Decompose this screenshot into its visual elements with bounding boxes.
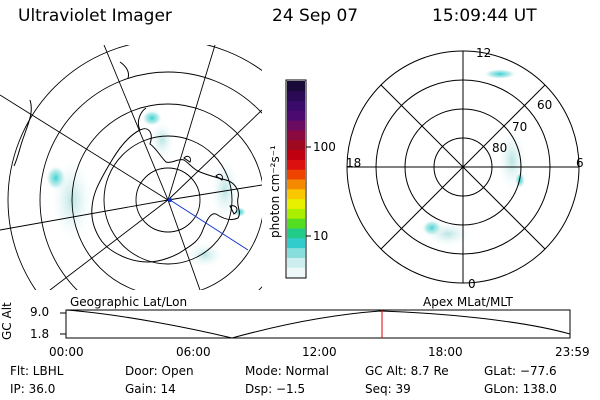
colorbar-segment [287,188,305,200]
info-dsp: Dsp: −1.5 [245,382,306,396]
info-seq: Seq: 39 [365,382,411,396]
mlat-label-60: 60 [537,98,553,112]
colorbar-segment [287,179,305,190]
mlt-label-top: 12 [476,46,492,60]
mlt-label-left: 18 [346,156,362,170]
colorbar-segment [287,159,305,170]
colorbar-frame [285,79,307,279]
colorbar-segment [287,228,305,239]
date-label: 24 Sep 07 [272,6,359,26]
info-gain: Gain: 14 [125,382,176,396]
xtick-0000: 00:00 [49,345,84,359]
colorbar-segment [287,149,305,160]
colorbar-segment [287,90,305,102]
xtick-2359: 23:59 [555,345,590,359]
emission-blob [484,69,516,79]
colorbar-segment [287,237,305,249]
colorbar-segment [287,139,305,151]
subsatellite-point [168,198,172,202]
mlt-spokes [347,51,579,283]
peninsula-coastline [137,107,147,131]
emission-blob [150,122,174,158]
colorbar-tick-100: 100 [313,140,336,154]
mlt-label-right: 6 [576,156,584,170]
colorbar-unit-label: photon cm⁻²s⁻¹ [268,145,282,238]
colorbar-segment [287,267,305,278]
longitude-grid [0,45,262,290]
antarctica-coastline [91,128,240,263]
mlat-label-80: 80 [492,141,508,155]
colorbar-segment [287,247,305,258]
colorbar-segment [287,81,305,92]
mlat-label-70: 70 [512,120,528,134]
info-glon: GLon: 138.0 [484,382,557,396]
emission-blob [187,243,223,267]
altitude-plot [60,309,571,339]
colorbar [285,79,311,279]
colorbar-segment [287,130,305,141]
geographic-caption: Geographic Lat/Lon [70,295,188,309]
info-gcalt: GC Alt: 8.7 Re [365,364,449,378]
colorbar-segment [287,257,305,268]
altitude-ylabel: GC Alt [0,302,14,340]
colorbar-segment [287,198,305,209]
island-coastline [183,155,238,215]
info-ip: IP: 36.0 [10,382,56,396]
altitude-ytick-9: 9.0 [30,305,50,319]
geographic-map [0,45,262,290]
mlt-label-bottom: 0 [468,277,476,291]
south-america-coastline [13,61,129,167]
colorbar-tick-10: 10 [313,229,329,243]
ground-track [169,199,249,251]
info-glat: GLat: −77.6 [484,364,557,378]
xtick-1800: 18:00 [428,345,463,359]
time-label: 15:09:44 UT [432,6,537,26]
info-mode: Mode: Normal [245,364,329,378]
altitude-ytick-1.8: 1.8 [30,327,50,341]
colorbar-segment [287,169,305,180]
emission-blob [426,222,470,246]
altitude-frame [65,309,571,339]
info-door: Door: Open [125,364,194,378]
magnetic-polar-plot [346,50,580,284]
colorbar-segment [287,110,305,121]
altitude-curve [65,309,571,339]
info-flt: Flt: LBHL [10,364,64,378]
colorbar-segment [287,218,305,229]
colorbar-segment [287,208,305,219]
colorbar-segment [287,120,305,131]
colorbar-segment [287,100,305,111]
instrument-title: Ultraviolet Imager [18,6,172,26]
xtick-0600: 06:00 [176,345,211,359]
emission-blob [142,110,162,126]
xtick-1200: 12:00 [302,345,337,359]
latitude-grid [7,45,262,290]
apex-caption: Apex MLat/MLT [423,295,513,309]
